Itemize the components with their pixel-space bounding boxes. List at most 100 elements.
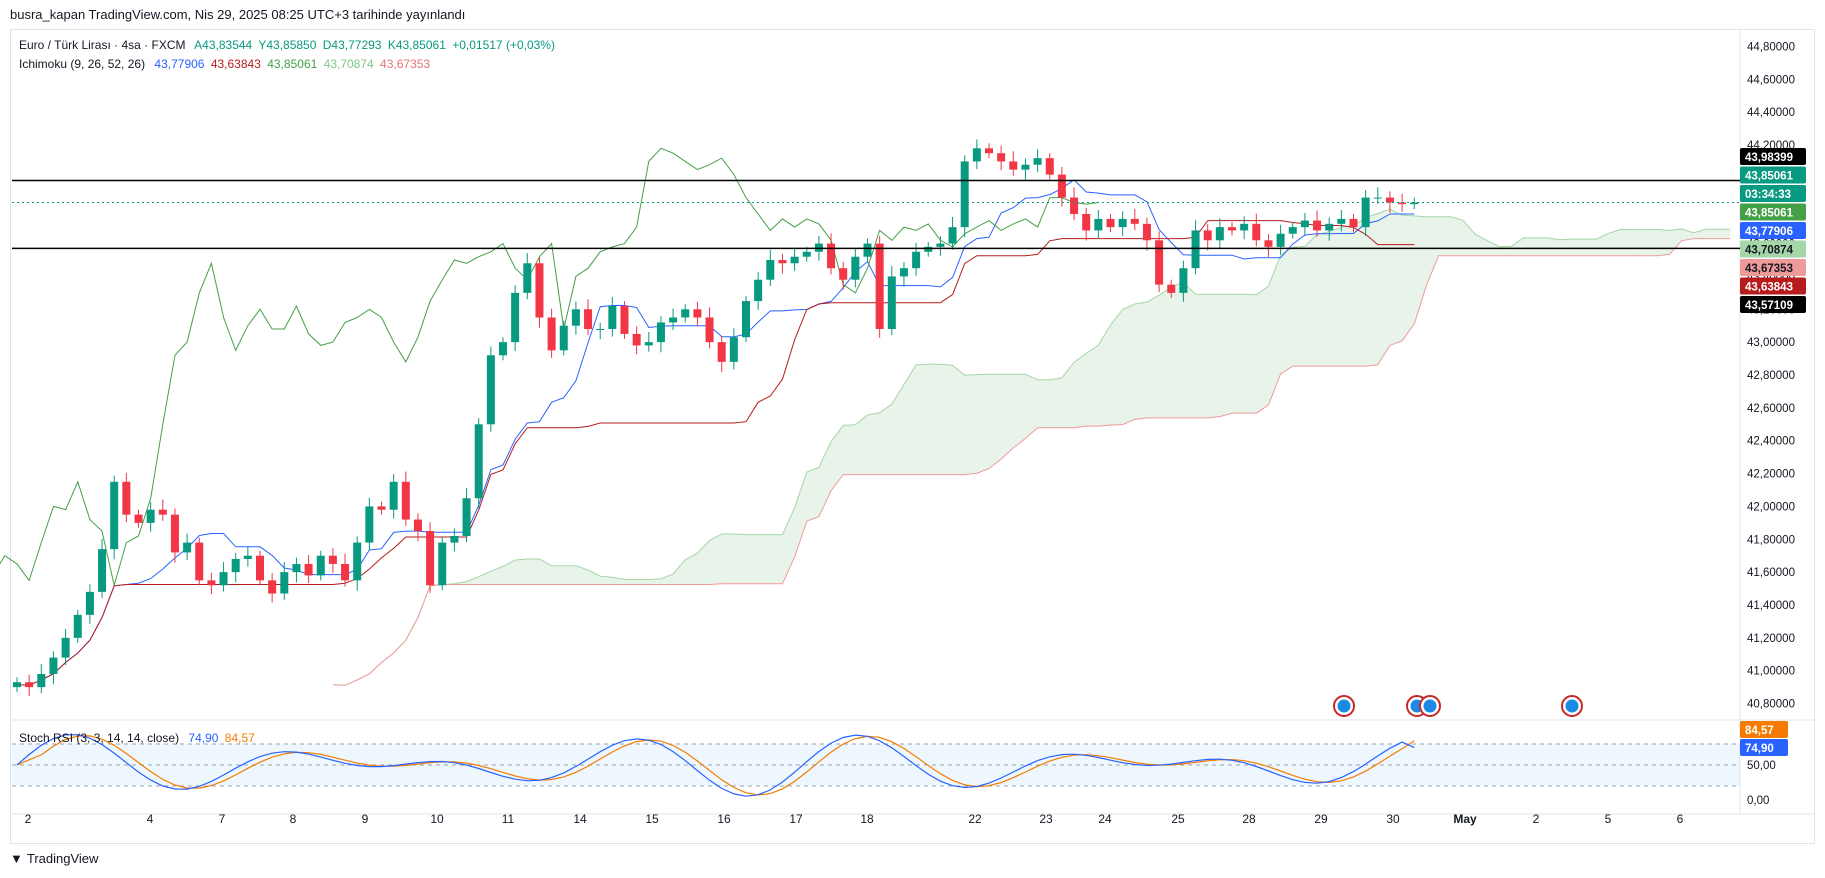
candle-body xyxy=(25,682,34,688)
event-inner-dot xyxy=(1423,699,1437,713)
cloud-segment xyxy=(685,553,698,585)
low-value: D43,77293 xyxy=(322,38,382,52)
candle-body xyxy=(960,161,969,228)
candle-body xyxy=(256,555,264,581)
candle-body xyxy=(426,531,435,586)
time-axis[interactable]: 2 4 7 8 9 10 11 14 15 16 17 18 22 23 24 25 28 29 30 May 2 5 6 xyxy=(25,812,1684,826)
candle-body xyxy=(499,342,507,356)
time-tick-label: 5 xyxy=(1605,812,1612,826)
ichimoku-base-value: 43,63843 xyxy=(210,57,261,71)
candle-body xyxy=(365,506,374,543)
candle-body xyxy=(1276,233,1285,247)
cloud-segment xyxy=(782,507,795,584)
stoch-legend: Stoch RSI (3, 3, 14, 14, close) 74,90 84… xyxy=(19,731,258,745)
candle-body xyxy=(207,580,216,586)
candle-body xyxy=(73,614,82,638)
candle-body xyxy=(1155,240,1164,285)
candle-body xyxy=(571,309,580,326)
span-b-line xyxy=(332,238,1731,686)
stoch-title[interactable]: Stoch RSI (3, 3, 14, 14, close) xyxy=(19,731,180,745)
candle-body xyxy=(49,657,58,674)
published-line: busra_kapan TradingView.com, Nis 29, 202… xyxy=(10,7,466,22)
cloud-segment xyxy=(636,579,649,585)
candle-body xyxy=(183,542,192,553)
candle-body xyxy=(85,591,94,615)
price-badge xyxy=(1740,259,1806,276)
candle-body xyxy=(268,580,277,594)
price-tick-label: 41,80000 xyxy=(1747,534,1795,546)
candle-body xyxy=(1057,174,1066,198)
candle-body xyxy=(353,542,362,581)
tradingview-logo[interactable]: ▼ TradingView xyxy=(10,851,98,866)
cloud-segment xyxy=(1547,237,1561,256)
candle-body xyxy=(1106,218,1115,228)
symbol-title[interactable]: Euro / Türk Lirası · 4sa · FXCM xyxy=(19,38,186,52)
time-tick-label: 24 xyxy=(1098,812,1112,826)
price-tick-label: 42,20000 xyxy=(1747,469,1795,481)
price-tick-label: 41,60000 xyxy=(1747,567,1795,579)
candle-body xyxy=(644,342,653,346)
candle-body xyxy=(1130,218,1139,224)
cloud-segment xyxy=(600,576,613,585)
cloud-segment xyxy=(989,374,1002,469)
open-value: A43,83544 xyxy=(194,38,253,52)
candle-body xyxy=(1082,214,1091,231)
cloud-segment xyxy=(1657,229,1670,256)
ichimoku-legend: Ichimoku (9, 26, 52, 26) 43,77906 43,638… xyxy=(19,57,433,71)
price-badge xyxy=(1740,240,1806,258)
cloud-segment xyxy=(940,364,953,475)
price-badge-label: 43,98399 xyxy=(1745,152,1793,164)
cloud-segment xyxy=(563,565,576,585)
candle-body xyxy=(596,329,605,330)
stoch-tick-label: 50,00 xyxy=(1747,760,1776,772)
candle-body xyxy=(972,148,981,162)
candle-body xyxy=(13,682,21,688)
price-tick-label: 42,00000 xyxy=(1747,501,1795,513)
candle-body xyxy=(134,514,143,523)
cloud-segment xyxy=(490,566,503,585)
cloud-segment xyxy=(1049,377,1062,428)
cloud-segment xyxy=(1329,226,1342,367)
event-markers[interactable] xyxy=(1333,695,1583,717)
price-badge-label: 43,85061 xyxy=(1745,171,1794,183)
candle-body xyxy=(304,563,313,576)
stoch-badge xyxy=(1740,721,1788,738)
price-axis[interactable]: 44,8000044,6000044,4000044,2000044,00000… xyxy=(1747,41,1795,710)
candle-body xyxy=(474,424,483,499)
cloud-segment xyxy=(1280,247,1293,375)
cloud-segment xyxy=(503,559,516,585)
price-badge xyxy=(1740,296,1806,313)
time-tick-label: 7 xyxy=(219,812,226,826)
time-tick-label: 11 xyxy=(502,812,515,826)
candle-body xyxy=(341,563,350,581)
candle-body xyxy=(1167,284,1176,293)
candle-body xyxy=(887,276,896,329)
candle-body xyxy=(827,243,836,269)
cloud-segment xyxy=(1159,287,1172,418)
candle-body xyxy=(219,572,228,586)
chart-frame[interactable] xyxy=(10,29,1815,844)
candle-body xyxy=(839,268,848,280)
price-badges: 43,98399 43,85061 03:34:33 43,85061 43,77906… xyxy=(1740,148,1806,313)
stoch-k-line xyxy=(16,734,1415,797)
cloud-segment xyxy=(527,559,540,585)
candle-body xyxy=(1094,218,1103,231)
stoch-k-value: 74,90 xyxy=(188,731,219,745)
cloud-segment xyxy=(697,540,710,585)
candle-body xyxy=(158,509,167,515)
candle-body xyxy=(997,153,1006,162)
high-value: Y43,85850 xyxy=(258,38,317,52)
candle-body xyxy=(195,542,204,581)
candle-body xyxy=(61,637,70,658)
horizontal-lines[interactable] xyxy=(12,179,1740,250)
cloud-segment xyxy=(818,441,832,517)
span-a-line xyxy=(332,208,1731,686)
candle-body xyxy=(863,243,872,257)
price-tick-label: 44,80000 xyxy=(1747,41,1795,53)
candle-body xyxy=(438,542,447,586)
ichimoku-span-b-value: 43,67353 xyxy=(380,57,431,71)
candle-body xyxy=(656,322,665,343)
cloud-segment xyxy=(1475,234,1488,256)
ichimoku-title[interactable]: Ichimoku (9, 26, 52, 26) xyxy=(19,57,146,71)
